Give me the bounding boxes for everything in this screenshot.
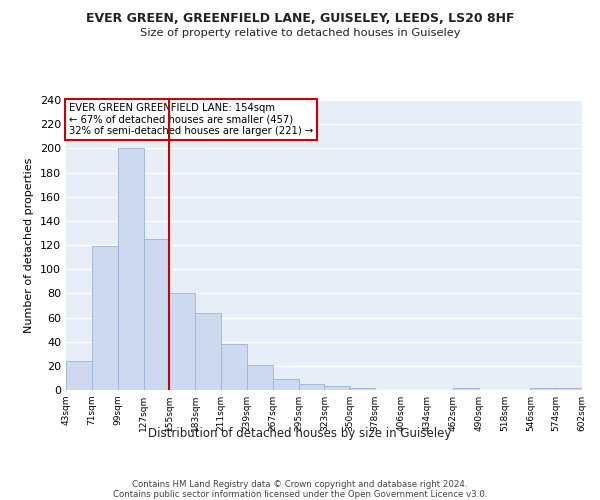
Bar: [143, 239, 169, 390]
Bar: [195, 312, 221, 390]
Bar: [273, 379, 299, 390]
Bar: [221, 344, 247, 390]
Bar: [299, 384, 325, 390]
Bar: [169, 294, 195, 390]
Bar: [66, 361, 92, 390]
Text: EVER GREEN, GREENFIELD LANE, GUISELEY, LEEDS, LS20 8HF: EVER GREEN, GREENFIELD LANE, GUISELEY, L…: [86, 12, 514, 26]
Bar: [247, 364, 273, 390]
Y-axis label: Number of detached properties: Number of detached properties: [25, 158, 34, 332]
Bar: [453, 388, 479, 390]
Text: Size of property relative to detached houses in Guiseley: Size of property relative to detached ho…: [140, 28, 460, 38]
Text: Distribution of detached houses by size in Guiseley: Distribution of detached houses by size …: [148, 428, 452, 440]
Bar: [556, 388, 582, 390]
Bar: [92, 246, 118, 390]
Bar: [325, 386, 350, 390]
Bar: [530, 388, 556, 390]
Bar: [349, 388, 375, 390]
Bar: [118, 148, 143, 390]
Text: Contains HM Land Registry data © Crown copyright and database right 2024.
Contai: Contains HM Land Registry data © Crown c…: [113, 480, 487, 500]
Text: EVER GREEN GREENFIELD LANE: 154sqm
← 67% of detached houses are smaller (457)
32: EVER GREEN GREENFIELD LANE: 154sqm ← 67%…: [68, 103, 313, 136]
